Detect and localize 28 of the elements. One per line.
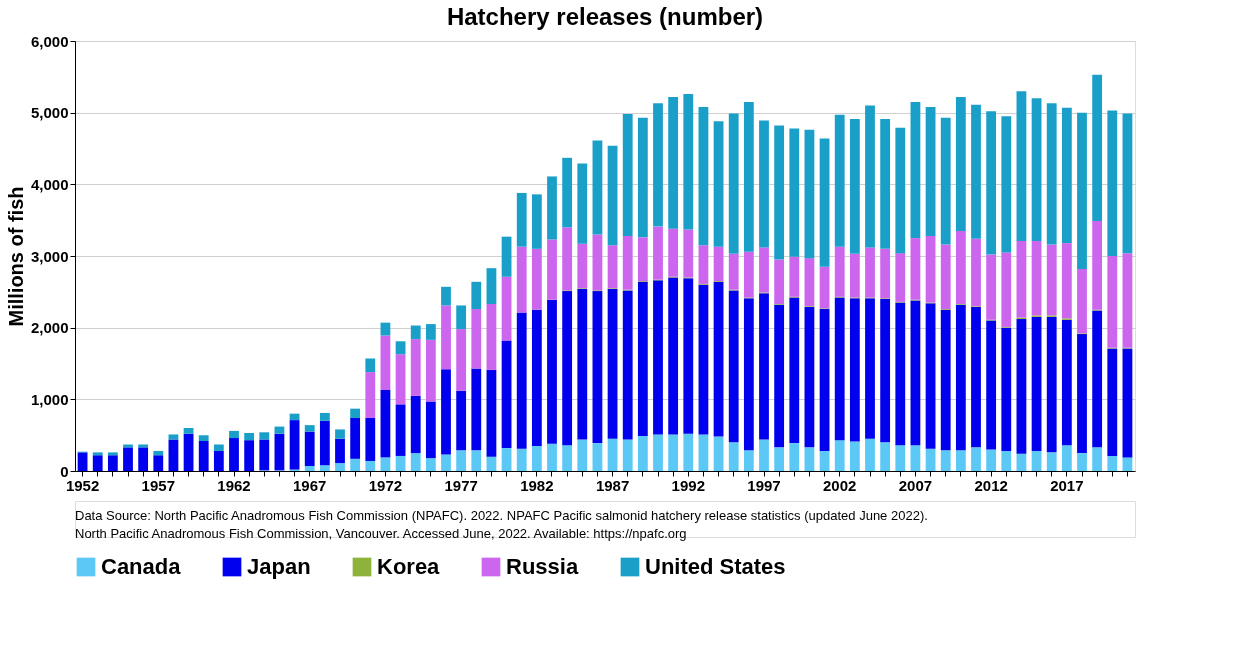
legend-label: Korea bbox=[377, 554, 441, 579]
x-tick-label: 1967 bbox=[293, 476, 327, 494]
x-tick-label: 2002 bbox=[823, 476, 857, 494]
x-tick-label: 2017 bbox=[1050, 476, 1084, 494]
y-tick-label: 4,000 bbox=[30, 175, 69, 193]
chart-title: Hatchery releases (number) bbox=[446, 3, 764, 30]
legend-label: Japan bbox=[247, 554, 311, 579]
x-tick-label: 1962 bbox=[217, 476, 251, 494]
y-tick-label: 1,000 bbox=[30, 390, 69, 408]
x-tick-label: 1957 bbox=[141, 476, 175, 494]
y-tick-label: 6,000 bbox=[30, 32, 69, 50]
x-tick-label: 1982 bbox=[520, 476, 554, 494]
x-tick-label: 1972 bbox=[368, 476, 403, 494]
legend-label: Canada bbox=[101, 554, 182, 579]
x-tick-label: 2007 bbox=[898, 476, 933, 494]
legend-label: Russia bbox=[506, 554, 579, 579]
legend-label: United States bbox=[645, 554, 786, 579]
y-axis-title: Millions of fish bbox=[4, 186, 27, 327]
source-note: Data Source: North Pacific Anadromous Fish Commission (NPAFC). 2022. NPAFC Pacific salmonid hatchery release statistics (updated June 2022). bbox=[75, 508, 928, 523]
y-tick-label: 3,000 bbox=[30, 247, 69, 265]
x-tick-label: 1992 bbox=[671, 476, 705, 494]
y-tick-label: 5,000 bbox=[30, 104, 69, 122]
text: North Pacific Anadromous Fish Commission, Vancouver. Accessed June, 2022. Available: https://npafc.org bbox=[75, 526, 687, 541]
x-tick-label: 2012 bbox=[974, 476, 1008, 494]
y-tick-label: 2,000 bbox=[30, 319, 69, 337]
x-tick-label: 1997 bbox=[747, 476, 781, 494]
x-tick-label: 1987 bbox=[595, 476, 630, 494]
x-tick-label: 1977 bbox=[444, 476, 478, 494]
